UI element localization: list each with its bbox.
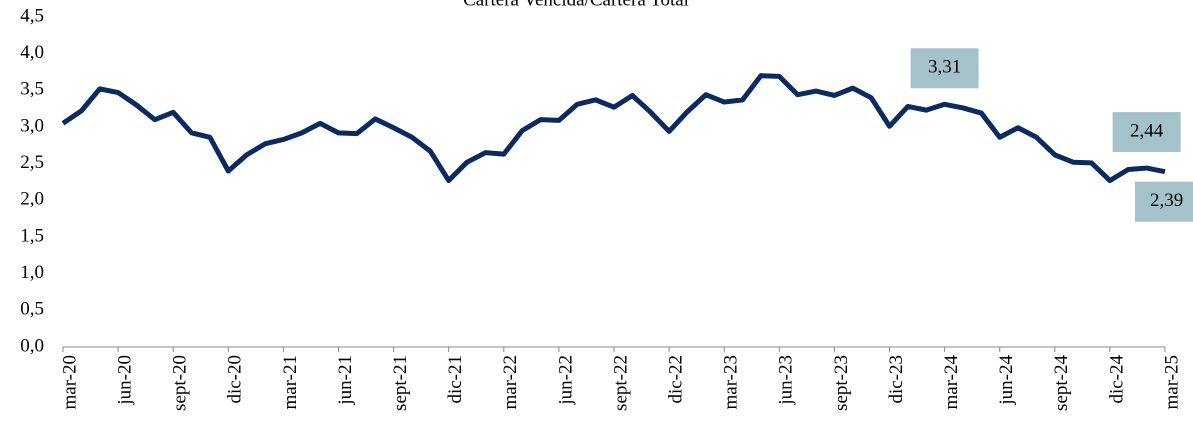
x-tick-label: mar-23 xyxy=(721,355,742,410)
data-label-box xyxy=(1135,181,1193,222)
y-tick-label: 1,5 xyxy=(20,225,44,246)
x-tick-label: sept-21 xyxy=(390,355,411,411)
data-label-text: 3,31 xyxy=(928,57,961,78)
x-tick-label: mar-25 xyxy=(1161,355,1182,410)
y-tick-label: 4,0 xyxy=(20,42,44,63)
data-label-text: 2,44 xyxy=(1130,120,1164,141)
series-line xyxy=(61,73,1166,184)
x-tick-label: jun-22 xyxy=(555,355,576,406)
x-tick-label: mar-21 xyxy=(280,355,301,410)
x-tick-label: sept-22 xyxy=(610,355,631,411)
x-tick-label: mar-20 xyxy=(59,355,80,410)
x-tick-label: jun-23 xyxy=(776,355,797,406)
data-label-box xyxy=(910,48,979,89)
x-tick-label: dic-23 xyxy=(886,355,907,404)
x-tick-label: dic-20 xyxy=(225,355,246,404)
y-tick-label: 0,5 xyxy=(20,299,44,320)
x-tick-label: jun-20 xyxy=(114,355,135,406)
x-tick-label: sept-23 xyxy=(831,355,852,411)
chart-title: Cartera Vencida/Cartera Total xyxy=(463,0,689,10)
y-tick-label: 1,0 xyxy=(20,262,44,283)
x-tick-label: jun-21 xyxy=(335,355,356,406)
y-tick-label: 3,5 xyxy=(20,79,44,100)
x-tick-label: sept-20 xyxy=(170,355,191,411)
y-tick-label: 2,5 xyxy=(20,152,44,173)
y-tick-label: 3,0 xyxy=(20,115,44,136)
y-tick-label: 4,5 xyxy=(20,5,44,26)
x-tick-label: dic-24 xyxy=(1106,355,1127,404)
x-tick-label: dic-21 xyxy=(445,355,466,404)
data-label: 3,31 xyxy=(910,48,979,89)
data-label-box xyxy=(1112,112,1181,153)
x-tick-label: mar-24 xyxy=(941,355,962,410)
y-tick-label: 2,0 xyxy=(20,189,44,210)
x-tick-label: mar-22 xyxy=(500,355,521,410)
y-tick-label: 0,0 xyxy=(20,335,44,356)
x-tick-label: jun-24 xyxy=(996,355,1017,406)
data-label: 2,39 xyxy=(1135,181,1193,222)
x-tick-label: dic-22 xyxy=(665,355,686,404)
x-tick-label: sept-24 xyxy=(1051,355,1072,411)
data-label: 2,44 xyxy=(1112,112,1181,153)
data-label-text: 2,39 xyxy=(1150,190,1183,211)
